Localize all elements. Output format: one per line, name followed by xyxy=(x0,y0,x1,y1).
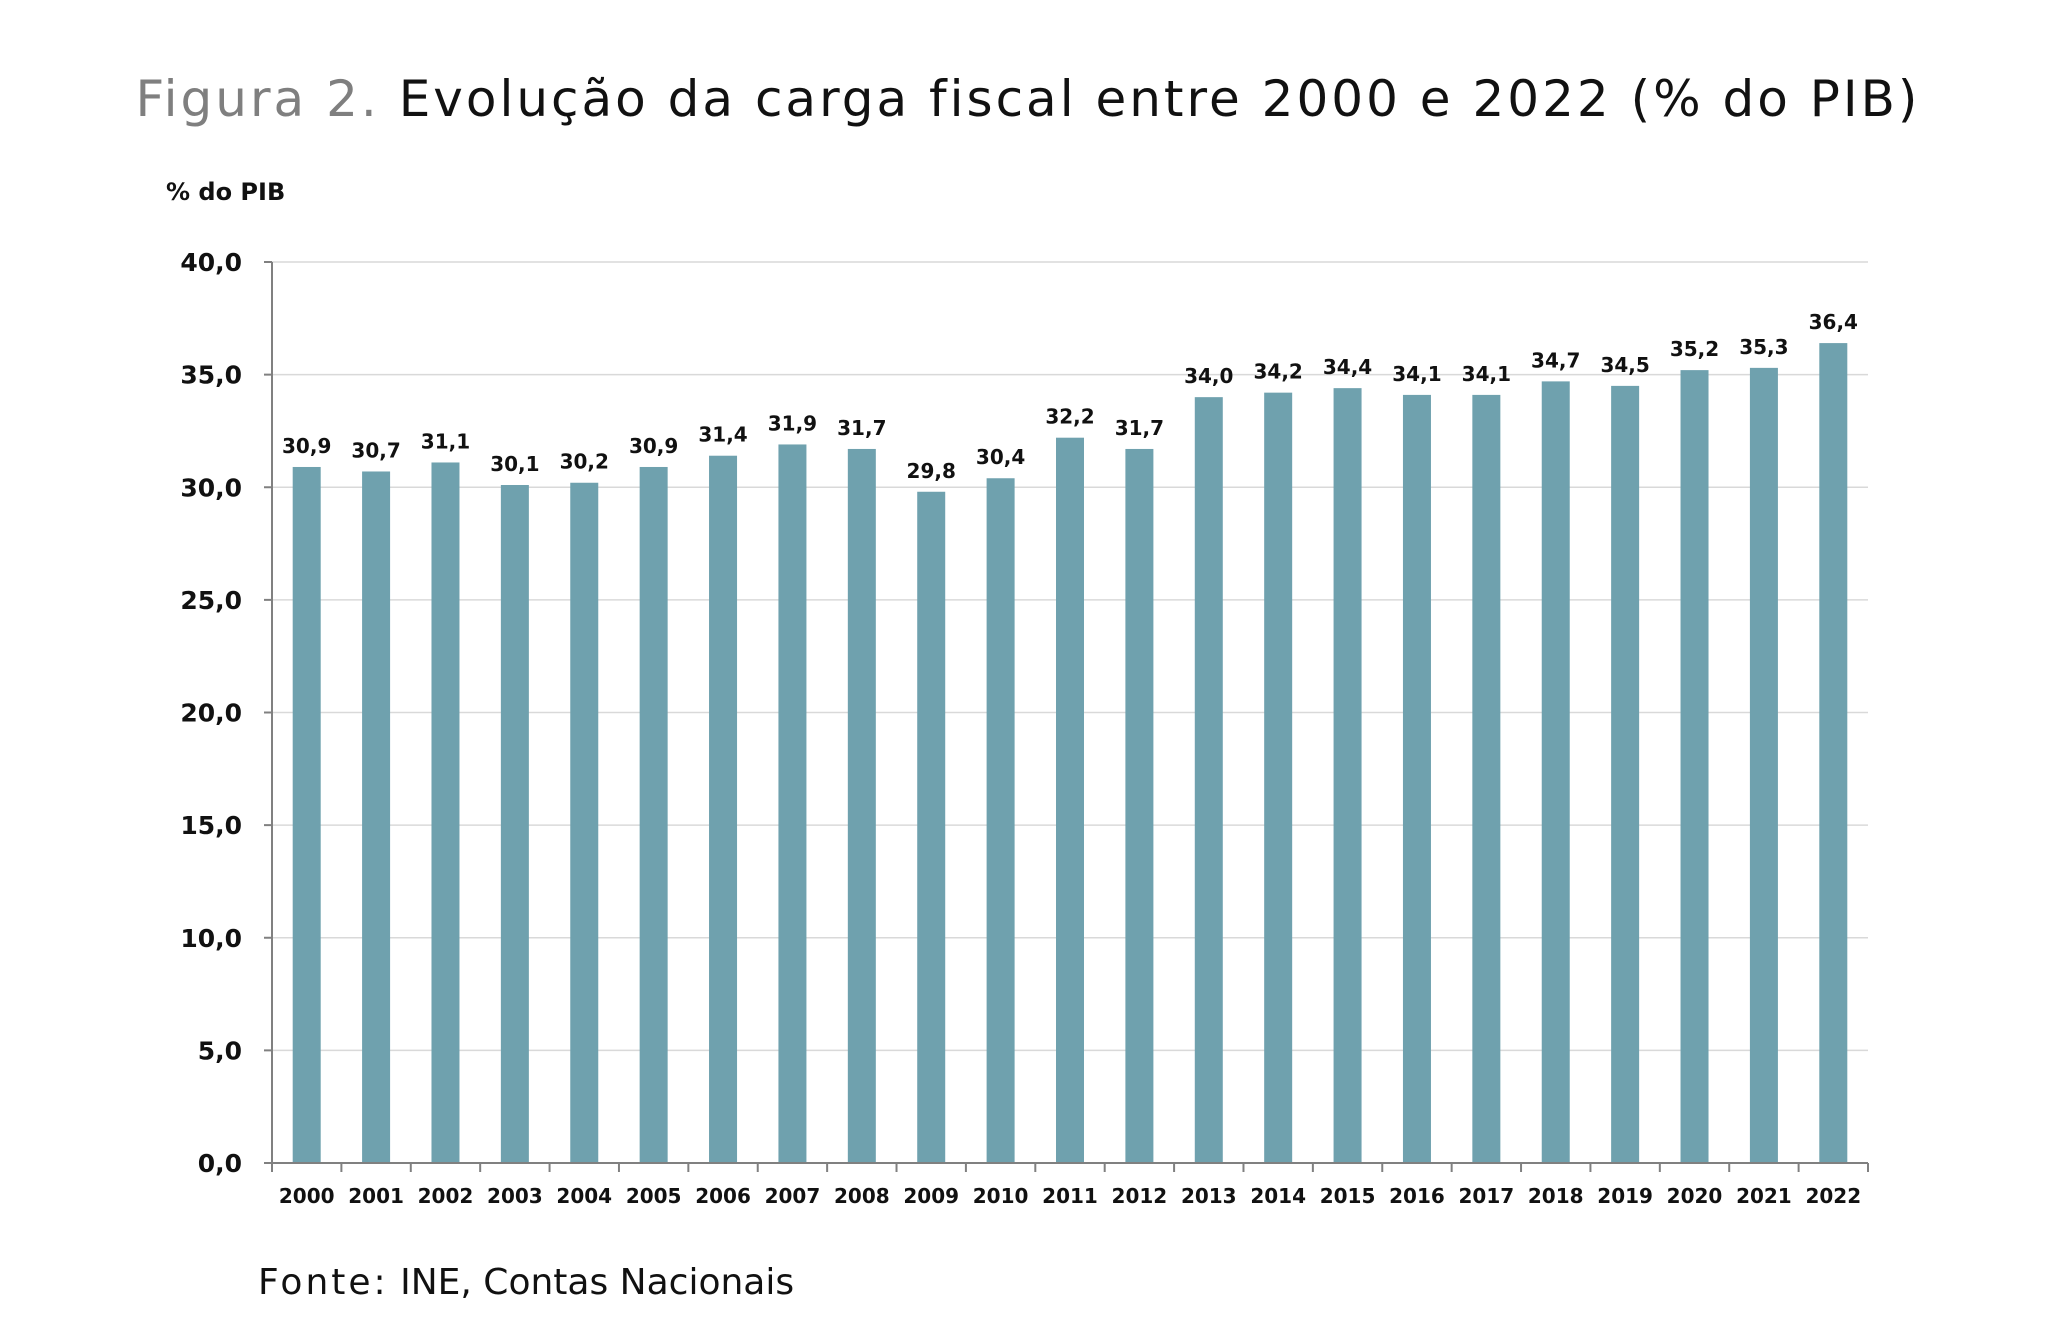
data-label-2015: 34,4 xyxy=(1323,355,1372,379)
bar-2019 xyxy=(1611,385,1640,1163)
bar-2001 xyxy=(362,471,391,1163)
y-tick-label: 30,0 xyxy=(180,473,242,502)
bar-2003 xyxy=(500,484,529,1163)
chart-title: Figura 2. Evolução da carga fiscal entre… xyxy=(0,70,2056,128)
x-tick-label-2008: 2008 xyxy=(834,1184,890,1208)
bars xyxy=(292,343,1848,1164)
x-tick-label-2013: 2013 xyxy=(1181,1184,1237,1208)
x-tick-label-2001: 2001 xyxy=(348,1184,404,1208)
data-label-2017: 34,1 xyxy=(1462,362,1511,386)
data-label-2011: 32,2 xyxy=(1045,405,1094,429)
data-label-2009: 29,8 xyxy=(907,459,956,483)
bar-2017 xyxy=(1472,394,1501,1164)
x-tick-label-2010: 2010 xyxy=(973,1184,1029,1208)
source-text: INE, Contas Nacionais xyxy=(400,1262,795,1303)
data-label-2012: 31,7 xyxy=(1115,416,1164,440)
y-tick-label: 10,0 xyxy=(180,924,242,953)
data-label-2001: 30,7 xyxy=(351,438,400,462)
x-tick-label-2009: 2009 xyxy=(903,1184,959,1208)
x-tick-label-2012: 2012 xyxy=(1112,1184,1168,1208)
bar-2020 xyxy=(1680,370,1709,1163)
data-label-2003: 30,1 xyxy=(490,452,539,476)
bar-2002 xyxy=(431,462,460,1163)
data-label-2000: 30,9 xyxy=(282,434,331,458)
data-label-2008: 31,7 xyxy=(837,416,886,440)
y-tick-label: 35,0 xyxy=(180,361,242,390)
y-tick-label: 0,0 xyxy=(198,1149,242,1178)
y-tick-labels: 0,0 5,0 10,0 15,0 20,0 25,0 30,0 35,0 40,0 xyxy=(180,248,242,1178)
bar-2014 xyxy=(1264,392,1293,1163)
data-label-2021: 35,3 xyxy=(1739,335,1788,359)
x-tick-label-2006: 2006 xyxy=(695,1184,751,1208)
x-tick-label-2017: 2017 xyxy=(1459,1184,1515,1208)
bar-2010 xyxy=(986,478,1015,1163)
x-tick-label-2018: 2018 xyxy=(1528,1184,1584,1208)
y-axis-label: % do PIB xyxy=(166,178,286,206)
data-label-2016: 34,1 xyxy=(1392,362,1441,386)
data-label-2010: 30,4 xyxy=(976,445,1025,469)
bar-2011 xyxy=(1056,437,1084,1163)
data-label-2013: 34,0 xyxy=(1184,364,1233,388)
data-label-2014: 34,2 xyxy=(1253,360,1302,384)
x-tick-label-2007: 2007 xyxy=(765,1184,821,1208)
data-label-2018: 34,7 xyxy=(1531,348,1580,372)
bar-2008 xyxy=(847,448,876,1163)
y-tick-label: 40,0 xyxy=(180,248,242,277)
x-tick-label-2016: 2016 xyxy=(1389,1184,1445,1208)
y-tick-label: 25,0 xyxy=(180,586,242,615)
x-tick-label-2019: 2019 xyxy=(1597,1184,1653,1208)
bar-2022 xyxy=(1819,343,1848,1164)
bar-2018 xyxy=(1541,381,1570,1163)
figure-number: Figura 2. xyxy=(135,70,380,128)
x-tick-label-2021: 2021 xyxy=(1736,1184,1792,1208)
x-tick-label-2020: 2020 xyxy=(1667,1184,1723,1208)
data-label-2020: 35,2 xyxy=(1670,337,1719,361)
x-tick-label-2005: 2005 xyxy=(626,1184,682,1208)
data-label-2019: 34,5 xyxy=(1600,353,1649,377)
bar-2007 xyxy=(778,444,807,1163)
data-labels: 30,9 30,7 31,1 30,1 30,2 30,9 31,4 31,9 31,7 29,8… xyxy=(282,310,1858,483)
bar-2005 xyxy=(639,466,668,1163)
data-label-2004: 30,2 xyxy=(560,450,609,474)
data-label-2006: 31,4 xyxy=(698,423,747,447)
x-tick-label-2004: 2004 xyxy=(556,1184,612,1208)
bar-2015 xyxy=(1333,388,1362,1163)
data-label-2007: 31,9 xyxy=(768,411,817,435)
source-label: Fonte: xyxy=(258,1262,389,1303)
x-tick-label-2000: 2000 xyxy=(279,1184,335,1208)
x-tick-label-2011: 2011 xyxy=(1042,1184,1098,1208)
x-tick-label-2022: 2022 xyxy=(1805,1184,1861,1208)
data-label-2002: 31,1 xyxy=(421,429,470,453)
x-tick-label-2002: 2002 xyxy=(418,1184,474,1208)
x-tick-label-2014: 2014 xyxy=(1250,1184,1306,1208)
y-tick-label: 20,0 xyxy=(180,699,242,728)
y-tick-label: 5,0 xyxy=(198,1036,242,1065)
axes xyxy=(264,261,1869,1172)
bar-2021 xyxy=(1749,367,1778,1163)
bar-2004 xyxy=(570,482,599,1163)
bar-2006 xyxy=(709,455,738,1164)
figure-title-text: Evolução da carga fiscal entre 2000 e 20… xyxy=(398,70,1921,128)
y-tick-label: 15,0 xyxy=(180,811,242,840)
bar-2000 xyxy=(292,466,321,1163)
x-tick-label-2003: 2003 xyxy=(487,1184,543,1208)
x-tick-label-2015: 2015 xyxy=(1320,1184,1376,1208)
x-tick-labels: 2000 2001 2002 2003 2004 2005 2006 2007 2008 2009… xyxy=(279,1184,1861,1208)
bar-2012 xyxy=(1125,448,1154,1163)
bar-2016 xyxy=(1402,394,1431,1164)
bar-2013 xyxy=(1194,397,1223,1163)
bar-2009 xyxy=(917,491,946,1163)
source-note: Fonte: INE, Contas Nacionais xyxy=(258,1262,794,1303)
data-label-2005: 30,9 xyxy=(629,434,678,458)
data-label-2022: 36,4 xyxy=(1809,310,1858,334)
